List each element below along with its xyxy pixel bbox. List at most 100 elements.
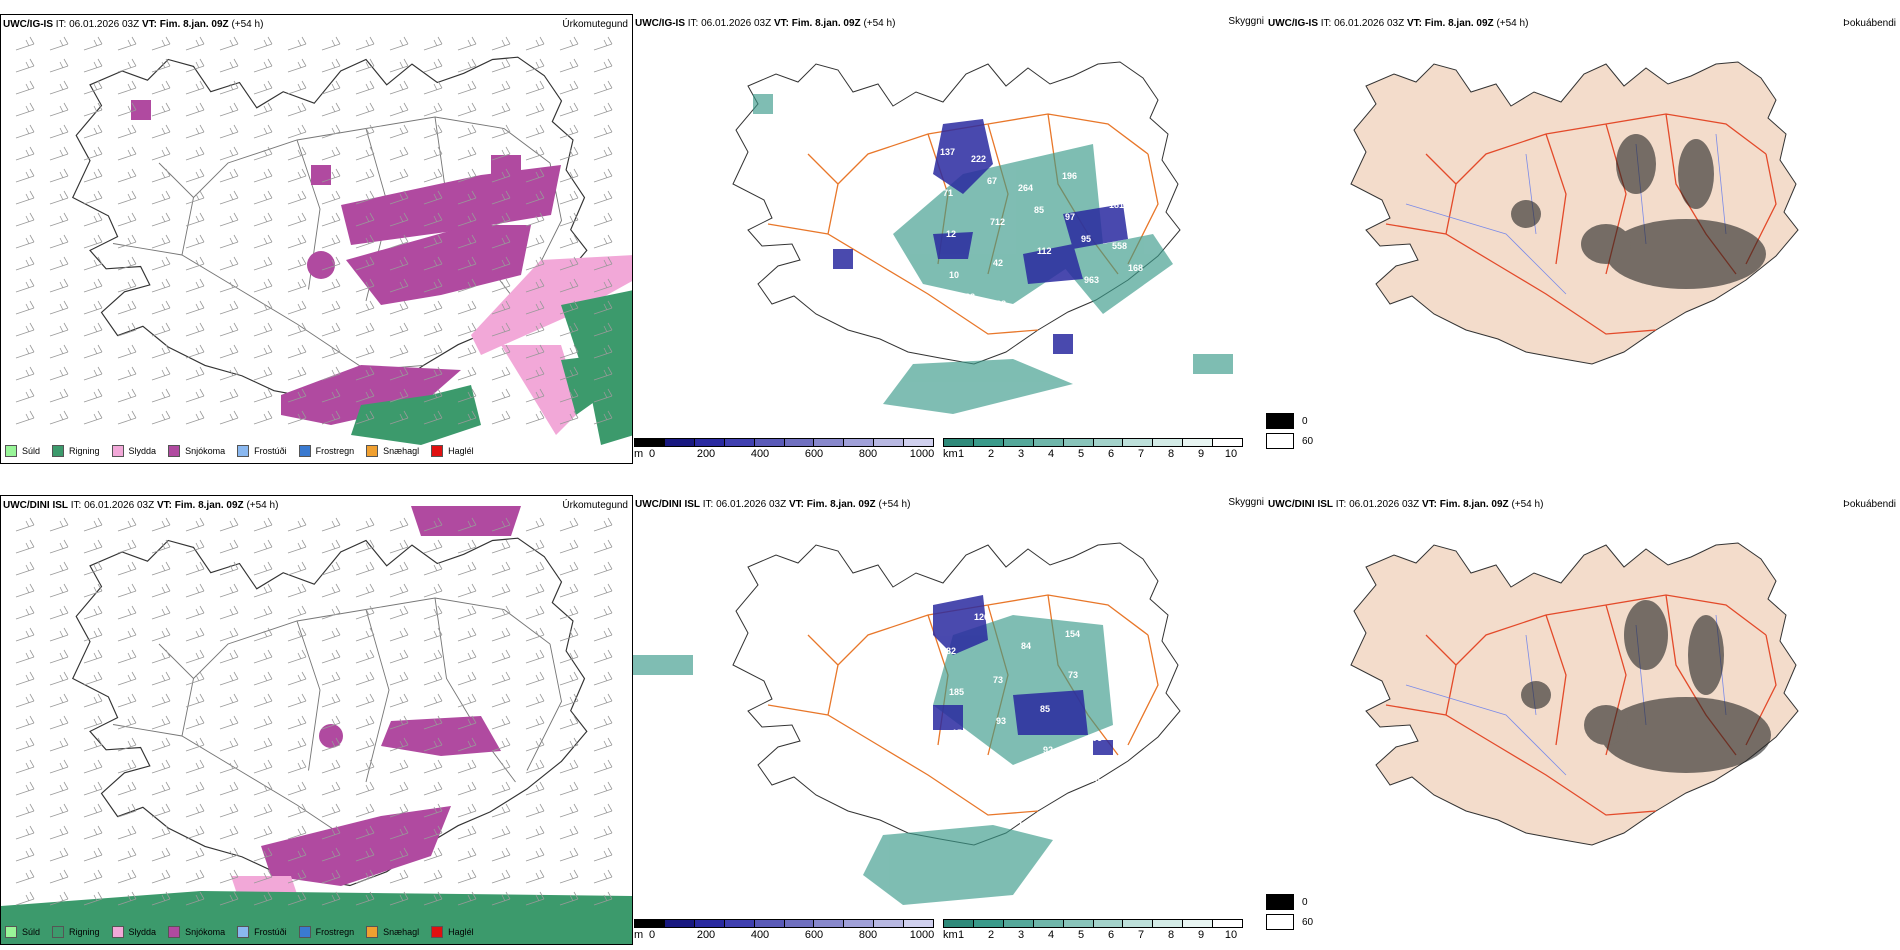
colorbar-tick: 5 <box>1077 448 1085 460</box>
wind-barb <box>117 803 137 818</box>
wind-barb <box>593 539 613 554</box>
wind-barb <box>83 190 103 205</box>
wind-barb <box>321 825 341 840</box>
fog-legend-row: 60 <box>1266 912 1313 932</box>
wind-barb <box>593 869 613 884</box>
wind-barb <box>117 737 137 752</box>
wind-barb <box>559 410 579 425</box>
colorbar-unit: km <box>943 929 958 941</box>
clouds-panel-row2: 82 73 85 106 392 88 117 154 106 185 93 92 98 73 126 84 7… <box>633 495 1266 945</box>
wind-barb <box>321 561 341 576</box>
cloud-value-label: 212 <box>1012 321 1027 331</box>
wind-barb <box>593 825 613 840</box>
wind-barb <box>389 627 409 642</box>
wind-barb <box>321 146 341 161</box>
wind-barb <box>151 649 171 664</box>
wind-barb <box>287 146 307 161</box>
wind-barb <box>185 825 205 840</box>
cloud-value-label: 712 <box>990 217 1005 227</box>
wind-barb <box>491 825 511 840</box>
wind-barb <box>525 605 545 620</box>
wind-barb <box>253 605 273 620</box>
wind-barb <box>593 517 613 532</box>
wind-barb <box>15 36 35 51</box>
precip-type-map-row1 <box>15 36 632 445</box>
wind-barb <box>525 671 545 686</box>
wind-barb <box>525 256 545 271</box>
wind-barb <box>423 891 443 906</box>
wind-barb <box>219 322 239 337</box>
colorbar-tick: 2 <box>987 929 995 941</box>
wind-barb <box>49 671 69 686</box>
legend-swatch <box>431 445 444 457</box>
legend-item: Haglél <box>431 445 474 457</box>
cloud-value-label: 106 <box>1112 658 1127 668</box>
wind-barb <box>117 146 137 161</box>
wind-barb <box>15 300 35 315</box>
wind-barb <box>219 605 239 620</box>
legend-item: Súld <box>5 926 40 938</box>
wind-barb <box>491 58 511 73</box>
wind-barb <box>151 869 171 884</box>
wind-barb <box>185 627 205 642</box>
wind-barb <box>15 344 35 359</box>
wind-barb <box>151 322 171 337</box>
cloud-value-label: 92 <box>1043 745 1053 755</box>
colorbar-tick: 3 <box>1017 448 1025 460</box>
colorbar-step <box>635 439 665 446</box>
colorbar-step <box>724 439 755 446</box>
wind-barb <box>457 891 477 906</box>
wind-barb <box>355 737 375 752</box>
wind-barb <box>355 190 375 205</box>
wind-barb <box>389 869 409 884</box>
legend-item: Frostregn <box>298 445 354 457</box>
wind-barb <box>593 803 613 818</box>
wind-barb <box>559 781 579 796</box>
wind-barb <box>49 58 69 73</box>
wind-barb <box>423 825 443 840</box>
wind-barb <box>491 366 511 381</box>
cloud-value-label: 218 <box>1015 142 1030 152</box>
wind-barb <box>559 539 579 554</box>
cloud-value-label: 130 <box>1106 159 1121 169</box>
wind-barb <box>49 146 69 161</box>
wind-barb <box>423 693 443 708</box>
wind-barb <box>219 627 239 642</box>
wind-barb <box>457 234 477 249</box>
wind-barb <box>389 649 409 664</box>
wind-barb <box>185 671 205 686</box>
wind-barb <box>593 278 613 293</box>
colorbar-step <box>754 920 785 927</box>
wind-barb <box>321 781 341 796</box>
wind-barb <box>219 168 239 183</box>
wind-barb <box>15 693 35 708</box>
fog-shading <box>1511 134 1766 289</box>
wind-barb <box>491 388 511 403</box>
cloud-value-label: 95 <box>1081 234 1091 244</box>
wind-barb <box>559 583 579 598</box>
wind-barb <box>491 693 511 708</box>
legend-item: Frostúði <box>237 445 287 457</box>
wind-barb <box>185 539 205 554</box>
wind-barb <box>117 102 137 117</box>
wind-barb <box>49 300 69 315</box>
wind-barb <box>253 58 273 73</box>
wind-barb <box>355 388 375 403</box>
rain-areas <box>1 891 632 944</box>
wind-barb <box>15 561 35 576</box>
cloud-value-label: 98 <box>1090 774 1100 784</box>
wind-barb <box>593 781 613 796</box>
wind-barb <box>593 388 613 403</box>
wind-barb <box>185 561 205 576</box>
wind-barb <box>219 781 239 796</box>
wind-barb <box>83 517 103 532</box>
wind-barb <box>525 847 545 862</box>
wind-barb <box>185 212 205 227</box>
wind-barb <box>49 102 69 117</box>
cloud-value-label: 963 <box>1084 275 1099 285</box>
wind-barb <box>219 124 239 139</box>
cloud-value-label: 168 <box>1128 263 1143 273</box>
wind-barb <box>117 847 137 862</box>
wind-barb <box>83 693 103 708</box>
wind-barb <box>491 605 511 620</box>
